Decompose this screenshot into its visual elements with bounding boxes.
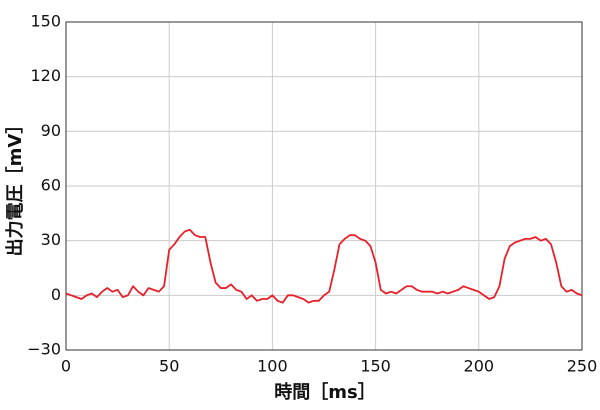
x-tick-label: 200 xyxy=(464,357,495,376)
x-tick-label: 50 xyxy=(159,357,179,376)
data-line xyxy=(65,228,583,304)
x-tick-label: 100 xyxy=(257,357,288,376)
y-tick-label: 0 xyxy=(51,285,61,304)
plot-frame xyxy=(65,21,583,351)
y-tick-label: 60 xyxy=(41,176,61,195)
y-tick-label: 150 xyxy=(30,12,61,31)
y-tick-label: −30 xyxy=(27,340,61,359)
x-tick-label: 150 xyxy=(360,357,391,376)
y-tick-label: 120 xyxy=(30,66,61,85)
x-axis-title: 時間［ms］ xyxy=(274,381,375,403)
x-tick-label: 0 xyxy=(61,357,71,376)
y-tick-label: 90 xyxy=(41,121,61,140)
x-tick-label: 250 xyxy=(567,357,598,376)
y-axis-title: 出力電圧［mV］ xyxy=(4,116,26,257)
y-tick-label: 30 xyxy=(41,230,61,249)
